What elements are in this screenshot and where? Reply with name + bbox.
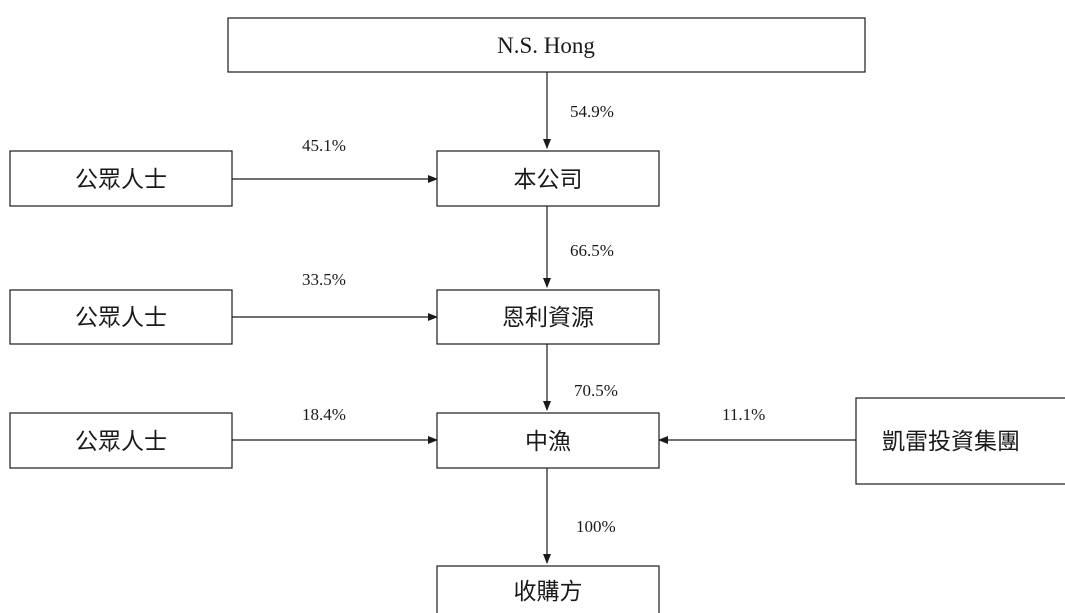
node-acquirer-label: 收購方 [514,579,583,605]
node-ns-hong: N.S. Hong [227,17,866,73]
pct-company-to-enli: 66.5% [570,241,614,260]
node-public-2-label: 公眾人士 [75,305,167,331]
node-acquirer: 收購方 [436,565,660,613]
node-kailei: 凱雷投資集團 [855,397,1065,485]
pct-public2-to-enli: 33.5% [302,270,346,289]
pct-zhongyu-to-acquirer: 100% [576,517,616,536]
node-public-1: 公眾人士 [9,150,233,207]
node-enli-label: 恩利資源 [502,305,594,331]
node-company-label: 本公司 [514,167,583,193]
node-public-3: 公眾人士 [9,412,233,469]
pct-public1-to-company: 45.1% [302,136,346,155]
node-zhongyu-label: 中漁 [525,429,571,455]
node-public-2: 公眾人士 [9,289,233,345]
node-enli: 恩利資源 [436,289,660,345]
pct-kailei-to-zhongyu: 11.1% [722,405,765,424]
node-public-1-label: 公眾人士 [75,167,167,193]
pct-public3-to-zhongyu: 18.4% [302,405,346,424]
node-zhongyu: 中漁 [436,412,660,469]
node-company: 本公司 [436,150,660,207]
node-kailei-label: 凱雷投資集團 [882,429,1020,455]
pct-ns-hong-to-company: 54.9% [570,102,614,121]
node-public-3-label: 公眾人士 [75,429,167,455]
node-ns-hong-label: N.S. Hong [497,33,595,58]
pct-enli-to-zhongyu: 70.5% [574,381,618,400]
